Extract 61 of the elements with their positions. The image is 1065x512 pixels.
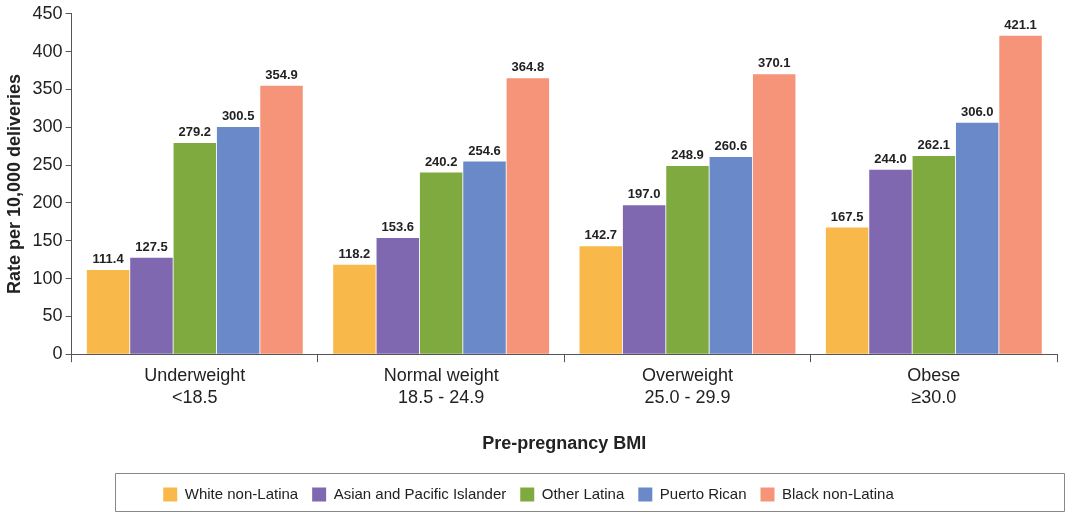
y-tick-label: 150	[32, 229, 63, 250]
legend-label: Black non-Latina	[782, 484, 895, 502]
bar	[709, 157, 753, 354]
data-label: 260.6	[714, 138, 748, 154]
bar	[173, 143, 217, 354]
y-tick-label: 0	[52, 343, 63, 364]
data-label: 127.5	[135, 238, 168, 254]
bar	[376, 238, 420, 354]
data-label: 197.0	[627, 186, 661, 202]
x-tick-label: Obese ≥30.0	[907, 364, 961, 407]
x-axis-title: Pre-pregnancy BMI	[482, 433, 647, 454]
bar	[506, 78, 550, 354]
data-label: 111.4	[92, 251, 125, 267]
bar	[622, 205, 666, 354]
data-label: 421.1	[1004, 16, 1037, 32]
bar	[955, 122, 999, 354]
y-tick-label: 100	[32, 267, 63, 288]
x-tick-label: Underweight <18.5	[144, 364, 246, 407]
bar	[579, 246, 623, 354]
bar	[666, 165, 709, 354]
bar	[130, 257, 173, 354]
bar	[260, 85, 303, 354]
bar	[825, 227, 869, 354]
data-label: 248.9	[671, 147, 704, 162]
x-tick-label: Normal weight 18.5 - 24.9	[383, 364, 499, 407]
bar	[333, 264, 376, 354]
y-tick-label: 250	[32, 154, 63, 175]
data-label: 254.6	[468, 142, 501, 158]
legend-label: Other Latina	[541, 484, 625, 502]
legend-label: White non-Latina	[184, 484, 299, 502]
bar	[86, 269, 130, 354]
data-label: 118.2	[338, 245, 371, 261]
bar	[912, 155, 956, 354]
data-label: 153.6	[381, 219, 415, 235]
legend-label: Puerto Rican	[659, 484, 747, 502]
data-label: 364.8	[511, 59, 545, 75]
bar	[463, 161, 506, 354]
y-tick-label: 300	[32, 116, 63, 137]
data-label: 370.1	[757, 55, 791, 71]
data-label: 240.2	[424, 153, 458, 169]
bar	[419, 172, 463, 354]
data-label: 167.5	[830, 208, 864, 224]
data-label: 300.5	[221, 107, 255, 123]
y-tick-label: 450	[32, 2, 63, 23]
y-tick-label: 350	[32, 78, 63, 99]
legend-label: Asian and Pacific Islander	[333, 484, 507, 502]
data-label: 306.0	[960, 103, 994, 119]
y-tick-label: 200	[32, 191, 63, 212]
x-tick-label: Overweight 25.0 - 29.9	[641, 364, 734, 407]
y-axis-title: Rate per 10,000 deliveries	[3, 73, 24, 295]
bar	[999, 35, 1042, 354]
bar	[869, 169, 912, 354]
y-tick-label: 400	[32, 40, 63, 61]
y-tick-label: 50	[42, 305, 63, 326]
data-label: 244.0	[874, 150, 907, 166]
data-label: 262.1	[917, 137, 951, 153]
data-label: 279.2	[178, 124, 212, 140]
data-label: 354.9	[265, 66, 298, 82]
bar	[752, 74, 796, 354]
data-label: 142.7	[584, 227, 618, 243]
bar	[216, 126, 260, 354]
